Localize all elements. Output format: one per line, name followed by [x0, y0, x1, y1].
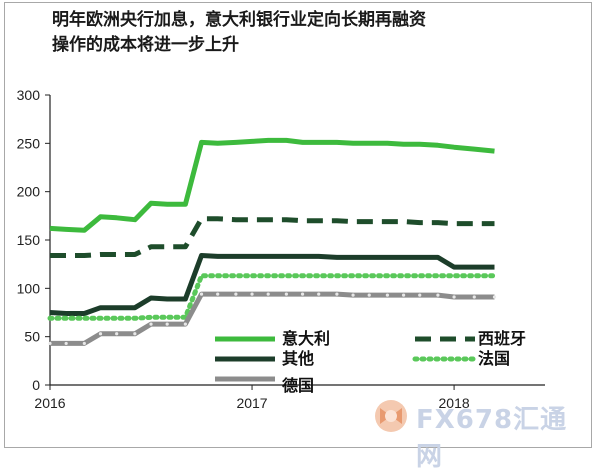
chart-title-line-1: 明年欧洲央行加息，意大利银行业定向长期再融资 — [52, 10, 426, 30]
legend-label-0: 意大利 — [282, 329, 330, 348]
y-tick-label: 200 — [17, 184, 41, 200]
series-line-2 — [49, 253, 495, 316]
series-marker-4 — [335, 292, 339, 296]
series-marker-4 — [492, 295, 497, 299]
series-marker-4 — [367, 293, 371, 297]
series-marker-4 — [183, 322, 187, 326]
legend-label-4: 德国 — [282, 376, 314, 395]
series-line-0 — [49, 137, 495, 233]
y-tick-label: 0 — [32, 377, 40, 393]
series-marker-4 — [98, 332, 103, 336]
series-marker-4 — [436, 293, 440, 297]
series-line-1 — [50, 216, 495, 258]
axes: 0 50 100 150 200 250 300 2016 2017 2018 — [17, 87, 545, 411]
chart-title-line-2: 操作的成本将进一步上升 — [52, 35, 239, 55]
chart-title: 明年欧洲央行加息，意大利银行业定向长期再融资 操作的成本将进一步上升 — [52, 8, 552, 58]
y-tick-label: 250 — [17, 135, 41, 151]
y-tick-label: 50 — [24, 329, 40, 345]
watermark: FX678汇通网 — [372, 396, 587, 472]
series-marker-4 — [300, 292, 305, 296]
series-marker-4 — [216, 292, 220, 296]
legend-label-3: 法国 — [478, 349, 510, 368]
x-tick-label: 2018 — [439, 395, 470, 411]
x-tick-label: 2016 — [34, 395, 65, 411]
x-tick-label: 2017 — [236, 395, 267, 411]
series-marker-4 — [48, 341, 52, 346]
series-marker-4 — [284, 292, 288, 296]
series-marker-4 — [82, 341, 86, 346]
series-marker-4 — [317, 292, 321, 296]
series-marker-4 — [234, 292, 238, 296]
fx678-logo-icon — [375, 400, 407, 432]
series-marker-4 — [64, 341, 68, 346]
legend-label-2: 其他 — [282, 349, 314, 368]
series-marker-4 — [165, 322, 169, 326]
legend-label-1: 西班牙 — [478, 329, 526, 348]
series-marker-4 — [472, 295, 476, 299]
series-marker-4 — [250, 292, 254, 296]
y-tick-label: 300 — [17, 87, 41, 103]
series-marker-4 — [351, 293, 355, 297]
series-marker-4 — [385, 293, 390, 297]
series-marker-4 — [401, 293, 406, 297]
series-line-3 — [47, 273, 497, 321]
series-marker-4 — [452, 295, 456, 299]
y-tick-label: 150 — [17, 232, 41, 248]
series-marker-4 — [149, 322, 153, 326]
series-marker-4 — [199, 292, 204, 296]
series-marker-4 — [266, 292, 270, 296]
series-marker-4 — [418, 293, 422, 297]
series-marker-4 — [115, 332, 119, 336]
series-layer — [47, 137, 497, 346]
y-tick-label: 100 — [17, 280, 41, 296]
series-marker-4 — [133, 332, 137, 336]
watermark-text: FX678汇通网 — [416, 405, 568, 472]
